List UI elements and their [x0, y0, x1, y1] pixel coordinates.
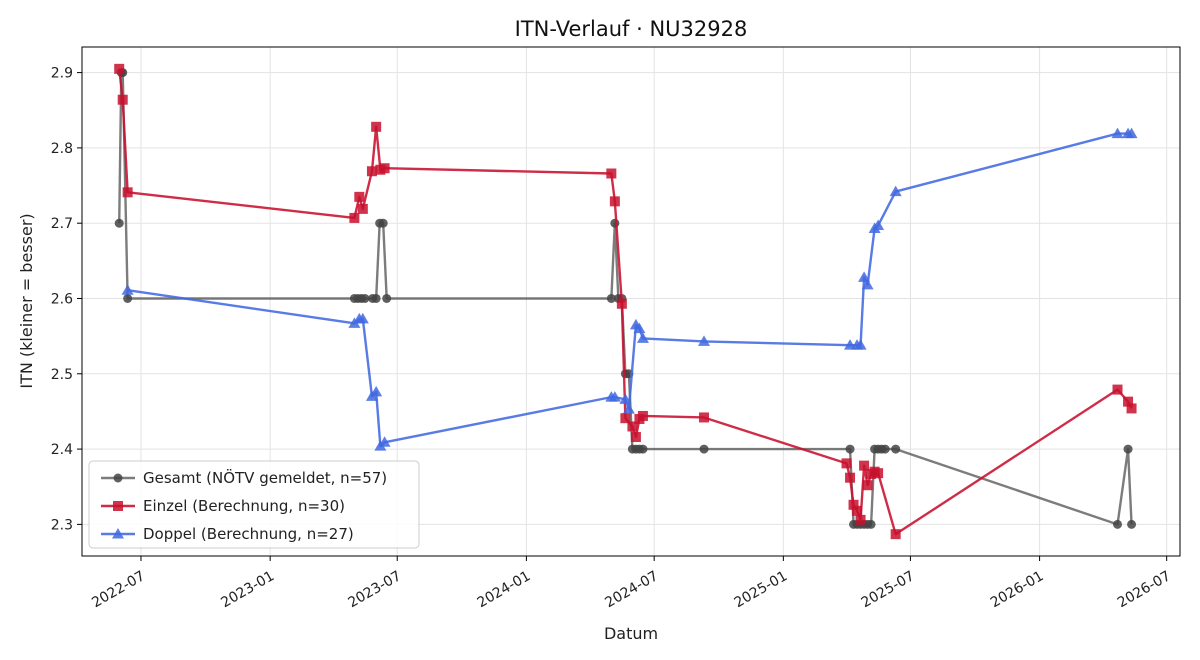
grid-lines — [82, 47, 1180, 556]
data-point — [357, 203, 368, 214]
legend-label: Doppel (Berechnung, n=27) — [143, 525, 354, 543]
plot-frame — [81, 46, 1181, 557]
data-point — [859, 460, 870, 471]
data-point — [356, 312, 369, 324]
y-tick-label: 2.8 — [51, 141, 73, 157]
data-point — [630, 432, 641, 443]
data-point — [1123, 444, 1133, 454]
data-point — [1126, 403, 1137, 414]
series-einzel — [114, 63, 1137, 540]
legend-label: Gesamt (NÖTV gemeldet, n=57) — [143, 468, 387, 487]
data-point — [610, 218, 620, 228]
y-axis-label: ITN (kleiner = besser) — [17, 213, 36, 388]
legend-box — [88, 460, 420, 549]
legend-entry: Gesamt (NÖTV gemeldet, n=57) — [101, 468, 387, 487]
data-point — [638, 444, 648, 454]
data-point — [891, 444, 901, 454]
data-point — [633, 322, 646, 334]
data-point — [889, 185, 902, 197]
data-point — [1112, 384, 1123, 395]
data-point — [378, 218, 388, 228]
y-tick-label: 2.6 — [51, 291, 73, 307]
x-axis-label: Datum — [604, 624, 658, 643]
data-point — [1123, 396, 1134, 407]
data-point — [848, 499, 859, 510]
data-point — [620, 413, 631, 424]
data-point — [845, 444, 855, 454]
series-doppel — [121, 127, 1138, 451]
data-point — [123, 293, 133, 303]
data-point — [1125, 127, 1138, 139]
data-point — [382, 293, 392, 303]
legend-swatch-marker — [112, 528, 124, 539]
data-point — [114, 63, 125, 74]
data-point — [1127, 519, 1137, 529]
data-point — [606, 293, 616, 303]
y-tick-label: 2.3 — [51, 517, 73, 533]
data-point — [622, 403, 635, 414]
data-point — [854, 339, 867, 350]
data-point — [609, 196, 620, 207]
data-point — [637, 410, 648, 421]
data-point — [636, 332, 649, 343]
y-tick-label: 2.9 — [51, 66, 73, 82]
data-point — [872, 219, 885, 230]
data-point — [349, 212, 360, 223]
y-tick-label: 2.5 — [51, 367, 73, 383]
legend-entry: Doppel (Berechnung, n=27) — [101, 525, 354, 543]
legend-swatch-marker — [113, 501, 123, 511]
data-point — [890, 529, 901, 540]
data-point — [699, 412, 710, 423]
series-gesamt — [114, 68, 1137, 529]
data-point — [1113, 519, 1123, 529]
y-tick-label: 2.7 — [51, 216, 73, 232]
data-point — [378, 436, 391, 447]
data-point — [858, 271, 871, 282]
data-point — [698, 335, 711, 346]
data-point — [841, 458, 852, 469]
data-point — [699, 444, 709, 454]
data-point — [627, 421, 638, 432]
legend-swatch-marker — [113, 473, 123, 483]
data-point — [855, 514, 866, 525]
data-point — [852, 505, 863, 516]
data-point — [873, 468, 884, 479]
data-point — [114, 218, 124, 228]
legend: Gesamt (NÖTV gemeldet, n=57) Einzel (Bere… — [88, 460, 420, 549]
data-point — [122, 187, 133, 198]
data-point — [360, 293, 370, 303]
data-point — [370, 385, 383, 397]
data-point — [371, 121, 382, 132]
data-point — [117, 94, 128, 105]
legend-entry: Einzel (Berechnung, n=30) — [101, 497, 345, 515]
data-point — [861, 278, 874, 290]
data-point — [366, 166, 377, 177]
data-point — [866, 519, 876, 529]
data-point — [619, 393, 632, 404]
legend-label: Einzel (Berechnung, n=30) — [143, 497, 345, 515]
data-point — [880, 444, 890, 454]
data-point — [379, 163, 390, 174]
data-point — [371, 293, 381, 303]
data-point — [1111, 127, 1124, 139]
data-point — [354, 191, 365, 202]
y-tick-label: 2.4 — [51, 442, 73, 458]
data-point — [606, 168, 617, 179]
data-point — [845, 472, 856, 483]
chart-title: ITN-Verlauf · NU32928 — [515, 17, 748, 41]
series-layer — [114, 63, 1138, 540]
data-point — [616, 298, 627, 309]
data-point — [121, 284, 134, 295]
data-point — [608, 391, 621, 402]
data-point — [862, 480, 873, 491]
